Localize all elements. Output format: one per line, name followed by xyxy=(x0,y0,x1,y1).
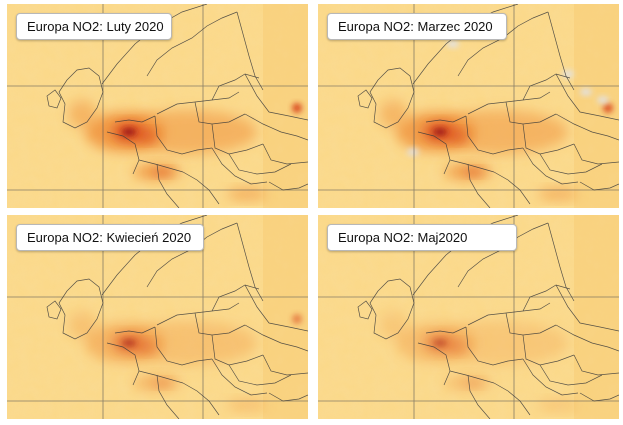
east-shade xyxy=(263,4,308,208)
no2-concentration-layer xyxy=(68,100,302,200)
east-shade xyxy=(574,215,619,419)
east-shade xyxy=(574,4,619,208)
benelux-hotspot xyxy=(122,128,136,136)
country-borders xyxy=(46,215,308,419)
panel-title: Europa NO2: Marzec 2020 xyxy=(327,13,507,40)
no2-concentration-layer xyxy=(379,311,578,411)
panel-title: Europa NO2: Kwiecień 2020 xyxy=(16,224,204,251)
east-hotspot xyxy=(292,103,302,113)
benelux-hotspot xyxy=(433,128,447,136)
east-hotspot xyxy=(603,103,613,113)
map-panel-february: Europa NO2: Luty 2020 xyxy=(7,4,308,208)
no2-concentration-layer xyxy=(68,311,302,411)
benelux-hotspot xyxy=(122,339,136,347)
country-borders xyxy=(357,215,619,419)
panel-title: Europa NO2: Maj2020 xyxy=(327,224,517,251)
map-panel-april: Europa NO2: Kwiecień 2020 xyxy=(7,215,308,419)
east-shade xyxy=(263,215,308,419)
benelux-hotspot xyxy=(433,339,447,347)
panel-title: Europa NO2: Luty 2020 xyxy=(16,13,172,40)
map-panel-may: Europa NO2: Maj2020 xyxy=(318,215,619,419)
east-hotspot xyxy=(292,314,302,324)
map-panel-march: Europa NO2: Marzec 2020 xyxy=(318,4,619,208)
